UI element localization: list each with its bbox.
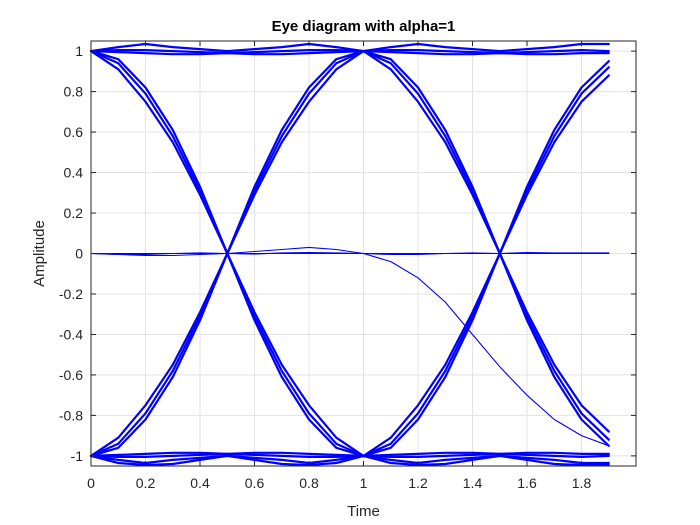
ticks: 0 0.2 0.4 0.6 0.8 1 1.2 1.4 1.6 1.8 -1 -0.8 -0.6 -0.4… (59, 41, 636, 491)
eye-trace-6 (89, 49, 610, 457)
y-tick-label: 0.4 (64, 165, 84, 181)
x-tick-label: 1.2 (408, 475, 428, 491)
eye-trace-13 (89, 454, 610, 467)
y-tick-label: 0.6 (64, 124, 84, 140)
y-tick-label: 0.2 (64, 205, 84, 221)
series-group (89, 42, 610, 467)
y-tick-label: -1 (71, 448, 84, 464)
x-tick-label: 1 (360, 475, 368, 491)
y-tick-label: 1 (75, 43, 83, 59)
eye-trace-16 (90, 251, 610, 256)
x-tick-label: 0.4 (190, 475, 210, 491)
x-tick-label: 0.2 (136, 475, 156, 491)
x-tick-label: 1.6 (517, 475, 537, 491)
eye-trace-2 (89, 49, 610, 457)
eye-trace-12 (89, 451, 610, 457)
x-tick-label: 1.8 (572, 475, 592, 491)
y-tick-label: -0.8 (59, 407, 83, 423)
y-axis-label: Amplitude (31, 220, 48, 287)
x-tick-label: 0.6 (245, 475, 265, 491)
eye-trace-10 (89, 454, 610, 465)
x-axis-label: Time (347, 503, 380, 520)
eye-trace-7 (89, 42, 610, 53)
chart-title: Eye diagram with alpha=1 (272, 18, 456, 35)
eye-trace-5 (89, 49, 610, 457)
eye-trace-9 (89, 49, 610, 56)
x-tick-label: 1.4 (463, 475, 483, 491)
eye-trace-4 (89, 49, 610, 457)
y-tick-label: -0.4 (59, 326, 83, 342)
eye-trace-3 (89, 49, 610, 457)
eye-trace-1 (89, 49, 610, 457)
y-tick-label: 0.8 (64, 84, 84, 100)
eye-trace-14 (90, 246, 610, 447)
y-tick-label: 0 (75, 246, 83, 262)
y-tick-label: -0.6 (59, 367, 83, 383)
x-tick-label: 0 (87, 475, 95, 491)
x-tick-label: 0.8 (299, 475, 319, 491)
y-tick-label: -0.2 (59, 286, 83, 302)
